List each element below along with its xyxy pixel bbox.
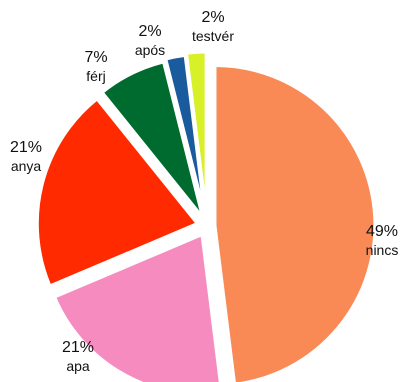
pie-slice-anya xyxy=(35,97,199,288)
slice-category-label: nincs xyxy=(366,242,399,258)
pie-labels: 49% nincs 21% apa 21% anya 7% férj 2% após 2% testv… xyxy=(10,9,398,374)
pie-slice-testvér xyxy=(184,50,208,214)
slice-percent-label: 21% xyxy=(62,339,94,356)
slice-label-anya: 21% anya xyxy=(10,139,42,174)
pie-slice-férj xyxy=(100,60,205,219)
slice-percent-label: 49% xyxy=(366,223,398,240)
pie-slice-nincs xyxy=(213,64,377,382)
slice-percent-label: 2% xyxy=(138,23,161,40)
slice-percent-label: 21% xyxy=(10,139,42,156)
pie-slices xyxy=(35,50,377,382)
slice-label-nincs: 49% nincs xyxy=(366,223,399,258)
pie-slice-após xyxy=(164,53,207,216)
slice-category-label: anya xyxy=(11,158,42,174)
slice-percent-label: 2% xyxy=(201,9,224,26)
slice-category-label: testvér xyxy=(192,28,234,44)
slice-percent-label: 7% xyxy=(84,49,107,66)
slice-label-após: 2% após xyxy=(135,23,165,58)
slice-label-férj: 7% férj xyxy=(84,49,107,84)
slice-category-label: após xyxy=(135,42,165,58)
slice-category-label: apa xyxy=(66,358,90,374)
pie-slice-apa xyxy=(53,233,222,382)
slice-label-apa: 21% apa xyxy=(62,339,94,374)
slice-category-label: férj xyxy=(86,68,105,84)
slice-label-testvér: 2% testvér xyxy=(192,9,234,44)
